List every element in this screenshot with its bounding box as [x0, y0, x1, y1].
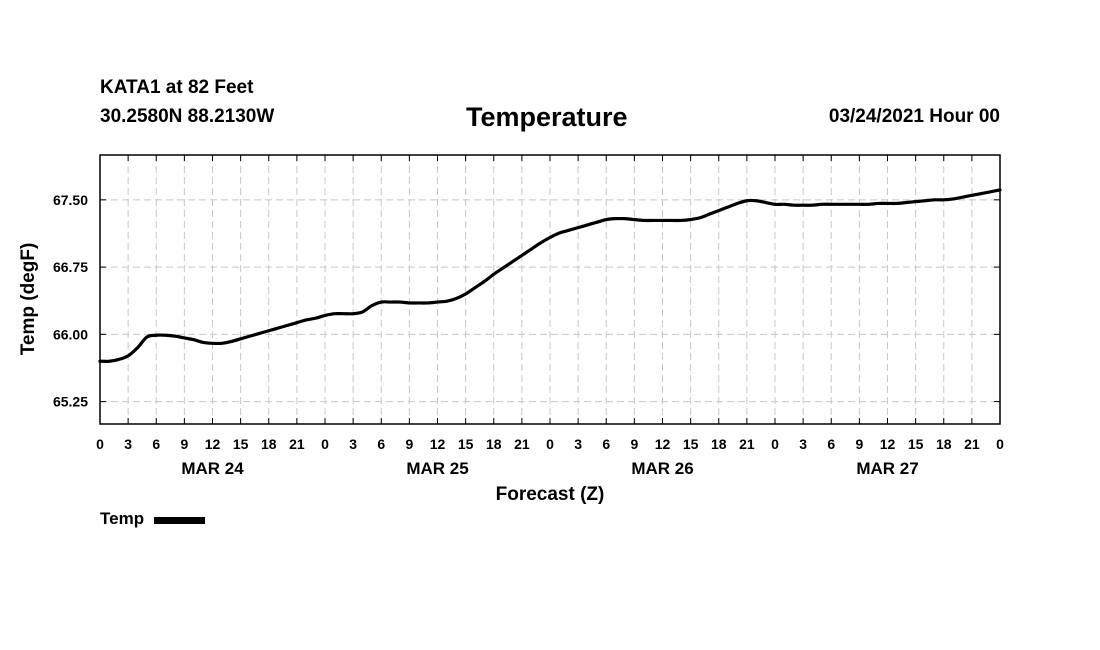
x-tick-label: 21 — [964, 436, 980, 452]
x-tick-label: 18 — [486, 436, 502, 452]
y-axis-title: Temp (degF) — [18, 243, 39, 356]
y-tick-label: 65.25 — [53, 394, 88, 410]
x-tick-label: 3 — [799, 436, 807, 452]
x-tick-label: 0 — [996, 436, 1004, 452]
y-tick-label: 67.50 — [53, 192, 88, 208]
x-tick-label: 18 — [936, 436, 952, 452]
x-tick-label: 6 — [377, 436, 385, 452]
axis-labels: 0 3 6 9 12 15 18 21 0 3 6 9 12 15 18 21 0 3 6 9 12 15 18 21 0 3 6 9… — [53, 192, 1004, 478]
forecast-datetime: 03/24/2021 Hour 00 — [828, 106, 1000, 127]
axis-ticks — [99, 155, 1001, 424]
x-tick-label: 3 — [124, 436, 132, 452]
x-tick-label: 9 — [855, 436, 863, 452]
day-label: MAR 26 — [631, 459, 693, 478]
y-tick-label: 66.00 — [53, 326, 88, 342]
x-tick-label: 12 — [880, 436, 896, 452]
x-tick-label: 12 — [430, 436, 446, 452]
station-label: KATA1 at 82 Feet — [100, 77, 254, 98]
x-tick-label: 6 — [152, 436, 160, 452]
series-layer — [98, 188, 1002, 363]
coordinates-label: 30.2580N 88.2130W — [100, 106, 275, 127]
x-tick-label: 21 — [289, 436, 305, 452]
x-tick-label: 15 — [683, 436, 699, 452]
x-tick-label: 9 — [630, 436, 638, 452]
day-label: MAR 27 — [856, 459, 918, 478]
x-tick-label: 6 — [827, 436, 835, 452]
legend-swatch — [154, 517, 206, 524]
temp-series-line — [98, 188, 1002, 363]
x-tick-label: 3 — [574, 436, 582, 452]
x-tick-label: 0 — [96, 436, 104, 452]
day-label: MAR 25 — [406, 459, 468, 478]
legend-label: Temp — [100, 509, 145, 528]
x-tick-label: 9 — [180, 436, 188, 452]
x-tick-label: 0 — [321, 436, 329, 452]
x-tick-label: 6 — [602, 436, 610, 452]
x-tick-label: 18 — [711, 436, 727, 452]
x-tick-label: 15 — [233, 436, 249, 452]
x-tick-label: 21 — [514, 436, 530, 452]
x-tick-label: 15 — [458, 436, 474, 452]
legend: Temp — [100, 509, 206, 529]
x-tick-label: 0 — [771, 436, 779, 452]
grid-lines — [100, 155, 1000, 424]
x-tick-label: 21 — [739, 436, 755, 452]
x-tick-label: 12 — [655, 436, 671, 452]
y-tick-label: 66.75 — [53, 259, 88, 275]
x-tick-label: 15 — [908, 436, 924, 452]
x-tick-label: 9 — [405, 436, 413, 452]
chart-title: Temperature — [466, 102, 628, 132]
x-tick-label: 0 — [546, 436, 554, 452]
x-tick-label: 18 — [261, 436, 277, 452]
x-tick-label: 12 — [205, 436, 221, 452]
day-label: MAR 24 — [181, 459, 244, 478]
x-tick-label: 3 — [349, 436, 357, 452]
x-axis-title: Forecast (Z) — [496, 484, 605, 505]
